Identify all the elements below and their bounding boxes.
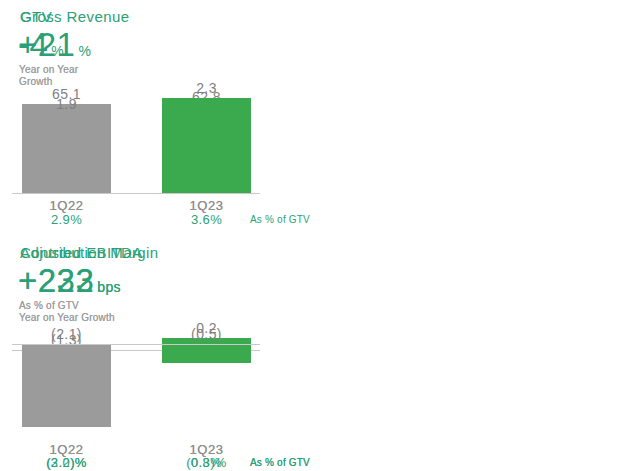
bar-1q23 — [162, 98, 251, 193]
bar-value-label: 1.9 — [22, 96, 111, 112]
bar-1q23 — [162, 345, 251, 363]
bar-value-label: 2.3 — [162, 80, 251, 96]
bar-value-label: (2.1) — [22, 326, 111, 342]
percent-of-gtv-label: (0.8)% — [162, 455, 251, 470]
panel-gross-revenue: Gross Revenue +21 % Year on Year Growth … — [0, 0, 320, 235]
percent-of-gtv-label: (3.2)% — [22, 455, 111, 470]
percent-of-gtv-label: 2.9% — [22, 212, 111, 227]
percent-of-gtv-label: 3.6% — [162, 212, 251, 227]
category-label: 1Q22 — [22, 198, 111, 213]
bar-1q22 — [22, 345, 111, 421]
panel-adjusted-ebitda: Adjusted EBITDA +232 bps As % of GTV Yea… — [0, 236, 320, 471]
as-percent-of-gtv-note: As % of GTV — [250, 214, 310, 225]
category-label: 1Q23 — [162, 198, 251, 213]
as-percent-of-gtv-note: As % of GTV — [250, 457, 310, 468]
axis-baseline — [12, 193, 260, 194]
bar-1q22 — [22, 114, 111, 193]
bar-value-label: (0.5) — [162, 326, 251, 342]
bar-chart-adjusted-ebitda: (2.1) (0.5) — [12, 236, 260, 471]
